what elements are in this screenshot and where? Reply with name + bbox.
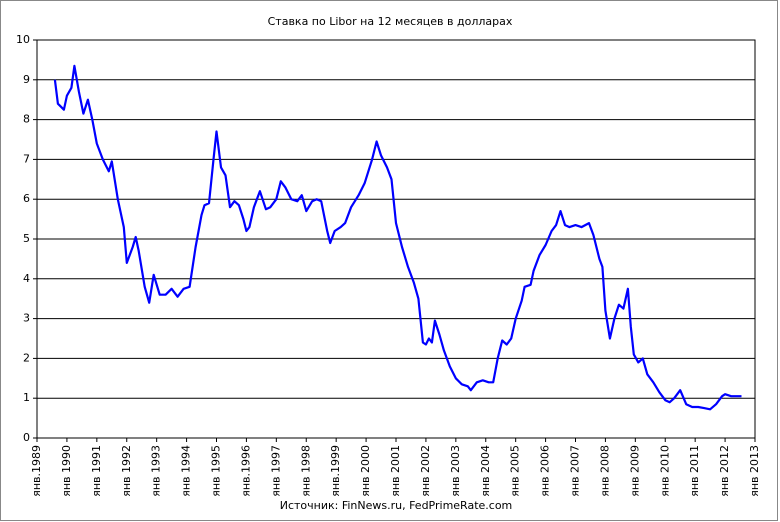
x-tick-label: янв 1990 xyxy=(60,445,73,497)
x-tick-label: янв 1998 xyxy=(299,445,312,497)
y-tick-label: 3 xyxy=(23,312,30,325)
y-tick-label: 10 xyxy=(16,33,30,46)
x-tick-label: янв 2012 xyxy=(718,445,731,497)
y-tick-label: 9 xyxy=(23,73,30,86)
y-tick-label: 4 xyxy=(23,272,30,285)
y-tick-label: 8 xyxy=(23,113,30,126)
x-tick-label: янв.1999 xyxy=(329,445,342,497)
x-tick-label: янв 2007 xyxy=(569,445,582,497)
x-tick-label: янв 2013 xyxy=(748,445,761,497)
x-tick-label: янв 2003 xyxy=(449,445,462,497)
x-tick-label: янв 2010 xyxy=(658,445,671,497)
y-tick-label: 6 xyxy=(23,192,30,205)
x-tick-label: янв 1997 xyxy=(269,445,282,497)
source-note: Источник: FinNews.ru, FedPrimeRate.com xyxy=(280,499,513,512)
x-tick-label: янв 1993 xyxy=(150,445,163,497)
x-tick-label: янв.1989 xyxy=(30,445,43,497)
y-tick-label: 0 xyxy=(23,431,30,444)
y-tick-label: 5 xyxy=(23,232,30,245)
x-tick-label: янв 1992 xyxy=(120,445,133,497)
x-tick-label: янв 1991 xyxy=(90,445,103,497)
x-tick-label: янв 2011 xyxy=(688,445,701,497)
y-tick-label: 2 xyxy=(23,351,30,364)
y-tick-label: 1 xyxy=(23,391,30,404)
x-tick-label: янв 2004 xyxy=(479,445,492,497)
x-tick-label: янв 1995 xyxy=(210,445,223,497)
chart-title: Ставка по Libor на 12 месяцев в долларах xyxy=(268,15,513,28)
x-tick-label: янв 2002 xyxy=(419,445,432,497)
x-tick-label: янв 2006 xyxy=(539,445,552,497)
x-tick-label: янв 2009 xyxy=(628,445,641,497)
y-tick-label: 7 xyxy=(23,152,30,165)
x-tick-label: янв 2001 xyxy=(389,445,402,497)
line-series xyxy=(53,64,742,411)
x-tick-label: янв.1996 xyxy=(239,445,252,497)
x-tick-label: янв 1994 xyxy=(180,445,193,497)
x-tick-label: янв 2000 xyxy=(359,445,372,497)
x-tick-label: янв 2005 xyxy=(509,445,522,497)
x-tick-label: янв 2008 xyxy=(598,445,611,497)
